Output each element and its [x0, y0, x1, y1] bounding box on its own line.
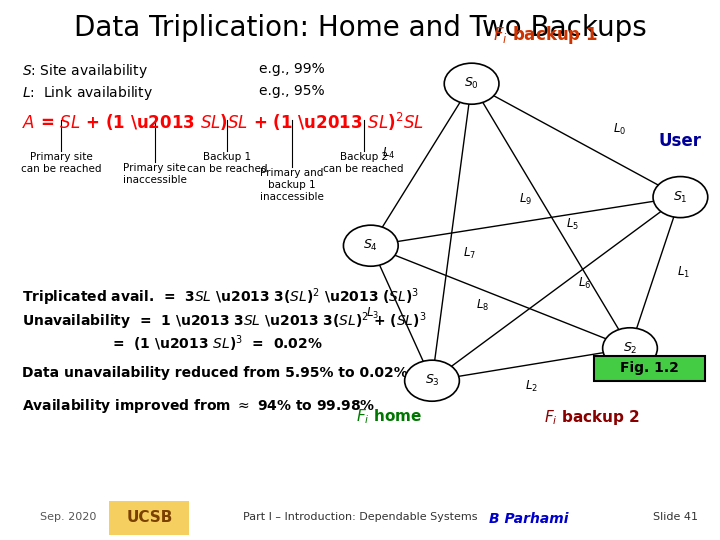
Text: Availability improved from $\approx$ 94% to 99.98%: Availability improved from $\approx$ 94%…: [22, 397, 375, 415]
Text: $\mathit{A}$ = $\mathit{SL}$ + (1 \u2013 $\mathit{SL}$)$\mathit{SL}$ + (1 \u2013: $\mathit{A}$ = $\mathit{SL}$ + (1 \u2013…: [22, 111, 423, 133]
Text: $L_{2}$: $L_{2}$: [524, 379, 538, 394]
Text: $L_{6}$: $L_{6}$: [578, 276, 592, 291]
Text: e.g., 95%: e.g., 95%: [259, 84, 325, 98]
Circle shape: [343, 225, 398, 266]
Text: $\mathit{F}_i$ backup 1: $\mathit{F}_i$ backup 1: [493, 24, 598, 46]
Text: $\mathit{S}$: Site availability: $\mathit{S}$: Site availability: [22, 62, 148, 80]
Text: Primary site
inaccessible: Primary site inaccessible: [123, 163, 186, 185]
Text: $L_{8}$: $L_{8}$: [476, 298, 489, 313]
Text: Triplicated avail.  =  3$\mathit{SL}$ \u2013 3($\mathit{SL}$)$^2$ \u2013 ($\math: Triplicated avail. = 3$\mathit{SL}$ \u20…: [22, 286, 419, 308]
Text: $L_{1}$: $L_{1}$: [678, 265, 690, 280]
Text: $L_{5}$: $L_{5}$: [566, 217, 579, 232]
Text: Part I – Introduction: Dependable Systems: Part I – Introduction: Dependable System…: [243, 512, 477, 522]
FancyBboxPatch shape: [109, 501, 189, 535]
Circle shape: [653, 177, 708, 218]
Text: $\mathit{L}$:  Link availability: $\mathit{L}$: Link availability: [22, 84, 153, 102]
Circle shape: [405, 360, 459, 401]
Text: Data Triplication: Home and Two Backups: Data Triplication: Home and Two Backups: [73, 14, 647, 42]
Text: B Parhami: B Parhami: [490, 512, 569, 526]
Text: $S_{2}$: $S_{2}$: [623, 341, 637, 356]
Text: $L_{3}$: $L_{3}$: [366, 306, 379, 321]
Text: $L_{0}$: $L_{0}$: [613, 122, 626, 137]
Text: Data unavailability reduced from 5.95% to 0.02%: Data unavailability reduced from 5.95% t…: [22, 366, 408, 380]
Text: Backup 2
can be reached: Backup 2 can be reached: [323, 152, 404, 174]
Text: Fig. 1.2: Fig. 1.2: [620, 361, 679, 375]
Text: Unavailability  =  1 \u2013 3$\mathit{SL}$ \u2013 3($\mathit{SL}$)$^2$ + ($\math: Unavailability = 1 \u2013 3$\mathit{SL}$…: [22, 310, 426, 332]
Text: $\mathit{F}_i$ backup 2: $\mathit{F}_i$ backup 2: [544, 408, 640, 427]
Text: $S_{4}$: $S_{4}$: [364, 238, 378, 253]
Text: $S_{0}$: $S_{0}$: [464, 76, 479, 91]
Circle shape: [444, 63, 499, 104]
Text: e.g., 99%: e.g., 99%: [259, 62, 325, 76]
Text: =  (1 \u2013 $\mathit{SL}$)$^3$  =  0.02%: = (1 \u2013 $\mathit{SL}$)$^3$ = 0.02%: [112, 334, 323, 354]
Text: $L_{9}$: $L_{9}$: [519, 192, 532, 207]
Text: Backup 1
can be reached: Backup 1 can be reached: [186, 152, 267, 174]
Text: $L_{4}$: $L_{4}$: [382, 146, 395, 161]
Text: $S_{1}$: $S_{1}$: [673, 190, 688, 205]
Text: $\mathit{F}_i$ home: $\mathit{F}_i$ home: [356, 408, 423, 427]
Text: Primary site
can be reached: Primary site can be reached: [21, 152, 102, 174]
Circle shape: [603, 328, 657, 369]
Text: $S_{3}$: $S_{3}$: [425, 373, 439, 388]
FancyBboxPatch shape: [594, 356, 705, 381]
Text: $L_{7}$: $L_{7}$: [463, 246, 477, 261]
Text: UCSB: UCSB: [126, 510, 173, 525]
Text: Sep. 2020: Sep. 2020: [40, 512, 96, 522]
Text: Slide 41: Slide 41: [654, 512, 698, 522]
Text: Primary and
backup 1
inaccessible: Primary and backup 1 inaccessible: [260, 168, 323, 201]
Text: User: User: [659, 132, 702, 150]
